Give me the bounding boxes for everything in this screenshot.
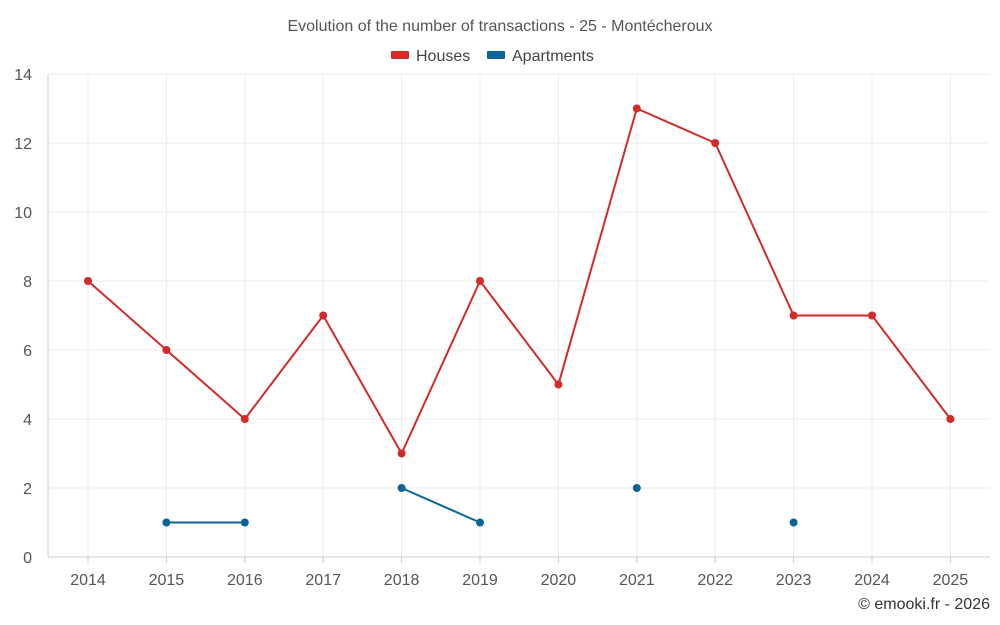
x-tick-label: 2020 — [541, 572, 577, 589]
x-tick-label: 2016 — [227, 572, 263, 589]
y-tick-label: 4 — [23, 412, 32, 429]
x-tick-label: 2017 — [305, 572, 341, 589]
series-houses — [84, 104, 955, 458]
chart-title: Evolution of the number of transactions … — [287, 18, 712, 35]
y-tick-label: 0 — [23, 550, 32, 567]
y-tick-label: 10 — [14, 205, 32, 222]
apartments-point-2023[interactable] — [789, 518, 798, 527]
houses-point-2015[interactable] — [162, 346, 171, 354]
y-tick-label: 12 — [14, 136, 32, 153]
houses-point-2025[interactable] — [946, 415, 955, 423]
houses-line-segment — [479, 280, 560, 386]
houses-point-2020[interactable] — [554, 380, 563, 389]
apartments-point-2015[interactable] — [162, 518, 171, 527]
houses-line-segment — [871, 314, 952, 420]
houses-point-2017[interactable] — [319, 311, 328, 320]
houses-point-2014[interactable] — [84, 277, 92, 285]
houses-point-2021[interactable] — [632, 104, 641, 113]
x-tick-label: 2021 — [619, 572, 655, 589]
legend-item-houses[interactable]: Houses — [391, 48, 470, 65]
y-tick-label: 14 — [14, 67, 32, 84]
x-tick-label: 2019 — [462, 572, 498, 589]
y-tick-label: 6 — [23, 343, 32, 360]
houses-line-segment — [714, 142, 795, 317]
legend-item-apartments[interactable]: Apartments — [487, 48, 594, 65]
apartments-point-2018[interactable] — [397, 484, 406, 492]
credit: © emooki.fr - 2026 — [858, 596, 990, 613]
x-tick-label: 2018 — [384, 572, 420, 589]
houses-point-2022[interactable] — [711, 139, 720, 147]
houses-line-segment — [635, 107, 717, 144]
houses-point-2018[interactable] — [397, 449, 406, 458]
y-tick-label: 8 — [23, 274, 32, 291]
apartments-line-segment — [400, 487, 481, 524]
houses-line-segment — [322, 314, 403, 455]
x-tick-label: 2023 — [776, 572, 812, 589]
y-tick-label: 2 — [23, 481, 32, 498]
axes: 0 2 4 6 8 10 12 14 2014 2015 2016 2017 2018 2019 2020 2… — [14, 67, 990, 589]
houses-line-segment — [557, 107, 638, 386]
houses-point-2019[interactable] — [476, 277, 484, 285]
houses-line-segment — [87, 280, 168, 351]
legend-swatch-houses — [391, 51, 409, 59]
houses-line-segment — [165, 349, 246, 420]
apartments-point-2016[interactable] — [240, 518, 249, 527]
houses-point-2016[interactable] — [240, 415, 249, 423]
legend-label-houses: Houses — [416, 48, 470, 65]
x-tick-label: 2022 — [697, 572, 733, 589]
x-tick-label: 2014 — [70, 572, 106, 589]
series-apartments — [162, 484, 798, 527]
x-tick-label: 2015 — [149, 572, 185, 589]
x-tick-label: 2024 — [854, 572, 890, 589]
legend-swatch-apartments — [487, 51, 505, 59]
houses-line-segment — [243, 314, 325, 420]
legend: Houses Apartments — [391, 48, 594, 65]
series — [84, 104, 955, 527]
apartments-point-2021[interactable] — [632, 484, 641, 492]
apartments-point-2019[interactable] — [476, 518, 484, 527]
legend-label-apartments: Apartments — [512, 48, 594, 65]
houses-line-segment — [400, 280, 481, 455]
houses-point-2023[interactable] — [789, 311, 798, 320]
houses-point-2024[interactable] — [868, 311, 876, 320]
x-tick-label: 2025 — [933, 572, 969, 589]
